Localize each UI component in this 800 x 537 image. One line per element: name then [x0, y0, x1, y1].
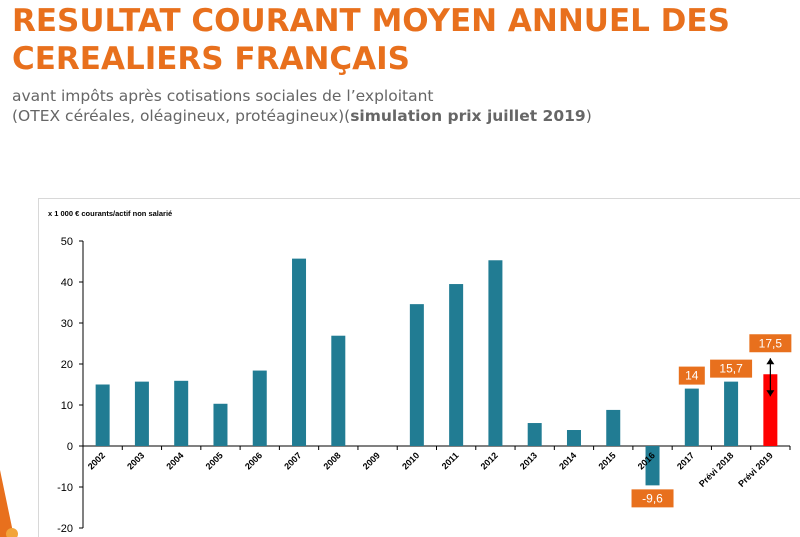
data-label: 15,7 [719, 362, 743, 376]
y-tick-label: -20 [57, 523, 73, 535]
y-tick-label: -10 [57, 482, 73, 494]
data-labels: -9,6 14 15,7 17,5 [631, 334, 792, 508]
y-tick-label: 40 [61, 277, 73, 289]
bar [566, 430, 581, 446]
data-label-box [749, 334, 792, 353]
data-label: -9,6 [642, 491, 663, 505]
data-label: 14 [685, 369, 699, 383]
data-label: 17,5 [759, 336, 783, 350]
bar [763, 374, 778, 446]
subtitle-line-2-end: ) [585, 107, 592, 125]
arrow-up-icon [766, 358, 775, 365]
y-tick-label: 10 [61, 400, 73, 412]
x-tick-label: 2002 [86, 450, 107, 471]
subtitle-line-2-bold: simulation prix juillet 2019 [350, 107, 586, 125]
chart-frame [38, 198, 800, 537]
x-tick-label: 2014 [557, 450, 578, 471]
x-tick-labels: 2002 2003 2004 2005 2006 2007 2008 2009 2010 2011… [86, 450, 775, 489]
x-tick-label: 2009 [361, 450, 382, 471]
bar [527, 423, 542, 446]
x-tick-label: 2010 [400, 450, 421, 471]
bars [95, 258, 778, 486]
x-tick-label: 2015 [596, 450, 617, 471]
y-tick-label: 50 [61, 236, 73, 248]
title-line-2: CEREALIERS FRANÇAIS [12, 41, 411, 77]
bar [252, 370, 267, 446]
arrow-down-icon [766, 390, 775, 397]
bar [409, 304, 424, 446]
x-tick-label: Prévi 2018 [697, 450, 736, 489]
x-tick-label: 2011 [440, 450, 461, 471]
bar [331, 335, 346, 446]
x-tick-label: 2007 [282, 450, 303, 471]
y-axis-label: x 1 000 € courants/actif non salarié [48, 209, 172, 218]
bar [213, 403, 228, 446]
bar [488, 260, 503, 446]
data-label-box [678, 366, 705, 385]
bar [292, 258, 307, 446]
page-subtitle: avant impôts après cotisations sociales … [12, 86, 592, 126]
decorative-corner-shape [0, 470, 18, 537]
subtitle-line-2-start: (OTEX céréales, oléagineux, protéagineux… [12, 107, 351, 125]
title-line-1: RESULTAT COURANT MOYEN ANNUEL DES [12, 3, 730, 39]
bar [95, 384, 110, 446]
bar [645, 446, 660, 486]
subtitle-line-1: avant impôts après cotisations sociales … [12, 87, 434, 105]
y-tick-label: 30 [61, 318, 73, 330]
x-tick-label: Prévi 2019 [736, 450, 775, 489]
data-label-box [710, 359, 753, 378]
axes: -20 -10 0 10 20 30 40 50 [57, 236, 791, 535]
x-tick-label: 2006 [243, 450, 264, 471]
page-title: RESULTAT COURANT MOYEN ANNUEL DES CEREAL… [12, 2, 730, 78]
x-tick-label: 2013 [518, 450, 539, 471]
x-tick-label: 2004 [164, 450, 185, 471]
y-tick-label: 20 [61, 359, 73, 371]
x-tick-label: 2017 [675, 450, 696, 471]
x-tick-label: 2012 [479, 450, 500, 471]
x-tick-label: 2008 [321, 450, 342, 471]
bar [684, 388, 699, 446]
y-tick-label: 0 [67, 441, 73, 453]
bar [606, 409, 621, 446]
bar [174, 380, 189, 446]
bar [449, 284, 464, 446]
bar [134, 381, 149, 446]
x-tick-label: 2003 [125, 450, 146, 471]
x-tick-label: 2005 [204, 450, 225, 471]
data-label-box [631, 489, 674, 508]
bar [724, 381, 739, 446]
